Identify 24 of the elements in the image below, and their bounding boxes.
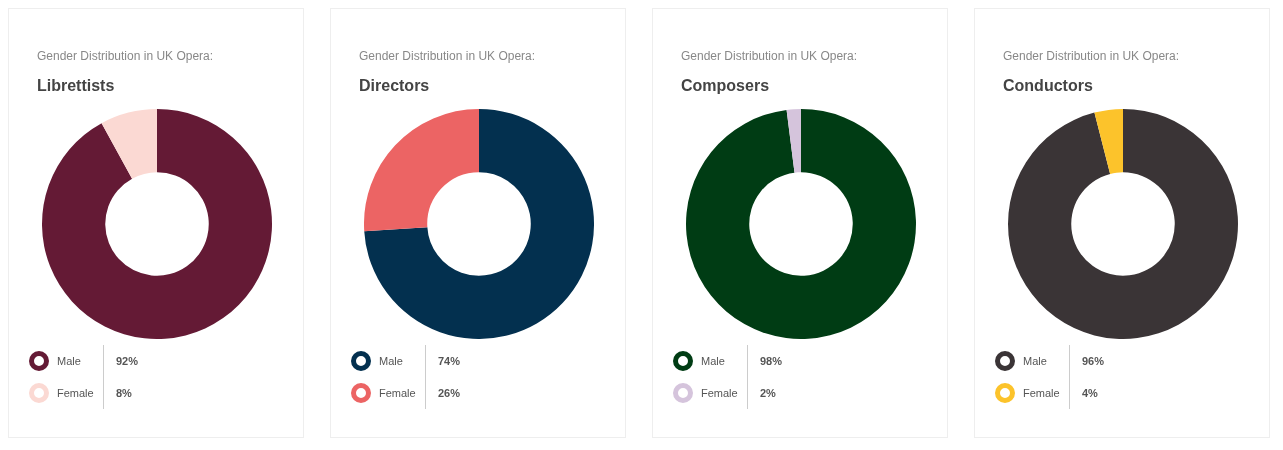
chart-title: Gender Distribution in UK Opera: — [37, 49, 215, 63]
chart-subtitle: Conductors — [1003, 77, 1094, 95]
data-label: 26% — [438, 387, 461, 399]
legend-label: Female — [701, 387, 739, 399]
data-label: 2% — [760, 387, 776, 399]
data-label: 96% — [1082, 355, 1105, 367]
data-label: 92% — [116, 355, 139, 367]
legend-label: Male — [1023, 355, 1048, 367]
legend-label: Female — [1023, 387, 1061, 399]
legend-label: Male — [701, 355, 726, 367]
legend-label: Female — [57, 387, 95, 399]
data-label: 4% — [1082, 387, 1098, 399]
legend-label: Male — [57, 355, 82, 367]
chart-title: Gender Distribution in UK Opera: — [1003, 49, 1181, 63]
chart-subtitle: Directors — [359, 77, 431, 95]
chart-title: Gender Distribution in UK Opera: — [359, 49, 537, 63]
chart-subtitle: Composers — [681, 77, 771, 95]
chart-subtitle: Librettists — [37, 77, 116, 95]
data-label: 98% — [760, 355, 783, 367]
legend-label: Female — [379, 387, 417, 399]
data-label: 8% — [116, 387, 132, 399]
chart-title: Gender Distribution in UK Opera: — [681, 49, 859, 63]
legend-label: Male — [379, 355, 404, 367]
data-label: 74% — [438, 355, 461, 367]
